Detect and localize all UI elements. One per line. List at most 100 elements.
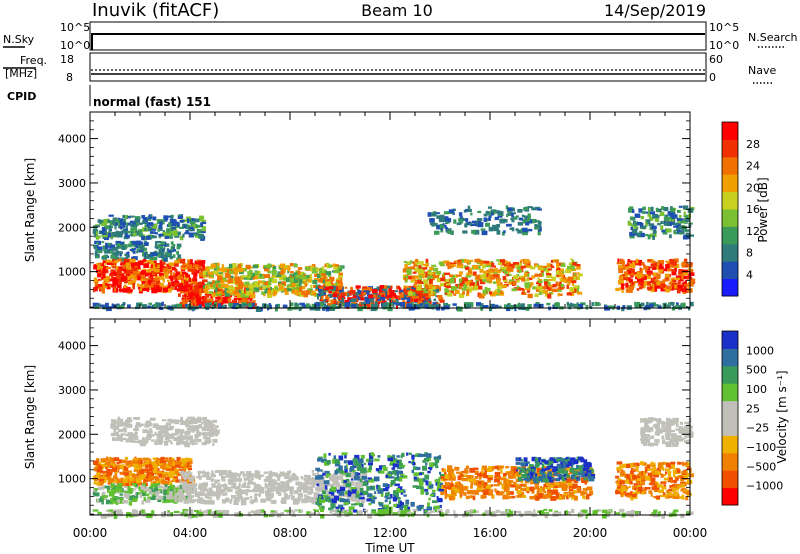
range-cell <box>117 243 122 246</box>
range-cell <box>126 267 133 270</box>
range-cell <box>123 218 127 223</box>
range-cell <box>419 296 423 301</box>
range-cell <box>187 260 193 264</box>
range-cell <box>529 265 533 268</box>
range-cell <box>641 211 646 214</box>
range-cell <box>159 247 166 250</box>
range-cell <box>120 304 125 309</box>
range-cell <box>513 262 519 266</box>
range-cell <box>647 286 653 290</box>
range-cell <box>235 498 240 502</box>
range-cell <box>477 292 480 297</box>
range-cell <box>168 222 172 228</box>
range-cell <box>271 289 278 295</box>
range-cell <box>206 496 212 500</box>
range-cell <box>106 284 111 290</box>
range-cell <box>150 439 155 442</box>
range-cell <box>671 306 675 311</box>
range-cell <box>151 483 157 487</box>
range-cell <box>158 233 164 237</box>
range-cell <box>444 303 447 307</box>
range-cell <box>231 277 237 282</box>
range-cell <box>621 289 624 293</box>
range-cell <box>625 282 629 288</box>
range-cell <box>510 279 515 282</box>
range-cell <box>142 219 148 224</box>
range-cell <box>134 275 139 281</box>
range-cell <box>151 260 157 265</box>
range-cell <box>135 262 138 265</box>
range-cell <box>507 212 511 215</box>
range-cell <box>466 293 470 297</box>
range-cell <box>121 230 127 234</box>
range-cell <box>267 281 272 285</box>
range-cell <box>487 206 492 209</box>
range-cell <box>442 272 446 276</box>
range-cell <box>222 485 228 489</box>
power-ylabel: Slant Range [km] <box>23 158 37 262</box>
range-cell <box>232 477 237 483</box>
range-cell <box>102 464 108 467</box>
range-cell <box>285 486 291 491</box>
range-cell <box>204 493 209 499</box>
range-cell <box>132 495 135 498</box>
range-cell <box>264 274 271 278</box>
range-cell <box>127 464 131 468</box>
range-cell <box>211 272 214 278</box>
range-cell <box>146 471 152 475</box>
range-cell <box>685 232 691 237</box>
range-cell <box>293 272 298 277</box>
range-cell <box>149 417 156 421</box>
range-cell <box>181 299 185 304</box>
range-cell <box>436 224 442 230</box>
range-cell <box>194 285 200 289</box>
range-cell <box>119 421 124 426</box>
range-cell <box>133 483 137 488</box>
range-cell <box>138 439 142 444</box>
range-cell <box>208 286 215 290</box>
range-cell <box>456 306 463 312</box>
range-cell <box>526 228 533 232</box>
range-cell <box>141 483 146 487</box>
range-cell <box>652 230 656 235</box>
range-cell <box>119 273 125 278</box>
range-cell <box>357 306 363 312</box>
range-cell <box>169 251 172 257</box>
range-cell <box>689 234 695 237</box>
range-cell <box>163 243 170 247</box>
range-cell <box>570 258 573 261</box>
range-cell <box>160 241 165 245</box>
range-cell <box>485 263 492 268</box>
range-cell <box>176 225 179 228</box>
range-cell <box>146 437 151 440</box>
range-cell <box>634 301 641 307</box>
range-cell <box>268 277 274 282</box>
range-cell <box>522 231 528 236</box>
range-cell <box>135 221 139 226</box>
range-cell <box>170 215 173 219</box>
range-cell <box>150 223 154 227</box>
range-cell <box>476 218 483 221</box>
range-cell <box>374 301 379 305</box>
range-cell <box>374 491 377 494</box>
range-cell <box>248 283 253 289</box>
range-cell <box>336 476 343 480</box>
range-cell <box>357 475 363 479</box>
range-cell <box>308 486 313 489</box>
range-cell <box>184 442 190 448</box>
range-cell <box>216 497 220 501</box>
range-cell <box>398 295 401 301</box>
range-cell <box>127 470 132 473</box>
range-cell <box>143 263 149 268</box>
range-cell <box>684 284 689 287</box>
range-cell <box>653 266 660 270</box>
range-cell <box>281 481 288 486</box>
range-cell <box>276 274 282 277</box>
range-cell <box>422 488 429 492</box>
range-cell <box>648 272 651 276</box>
range-cell <box>308 496 311 500</box>
range-cell <box>674 277 680 280</box>
range-cell <box>122 214 126 219</box>
range-cell <box>653 272 657 275</box>
range-cell <box>204 440 208 444</box>
